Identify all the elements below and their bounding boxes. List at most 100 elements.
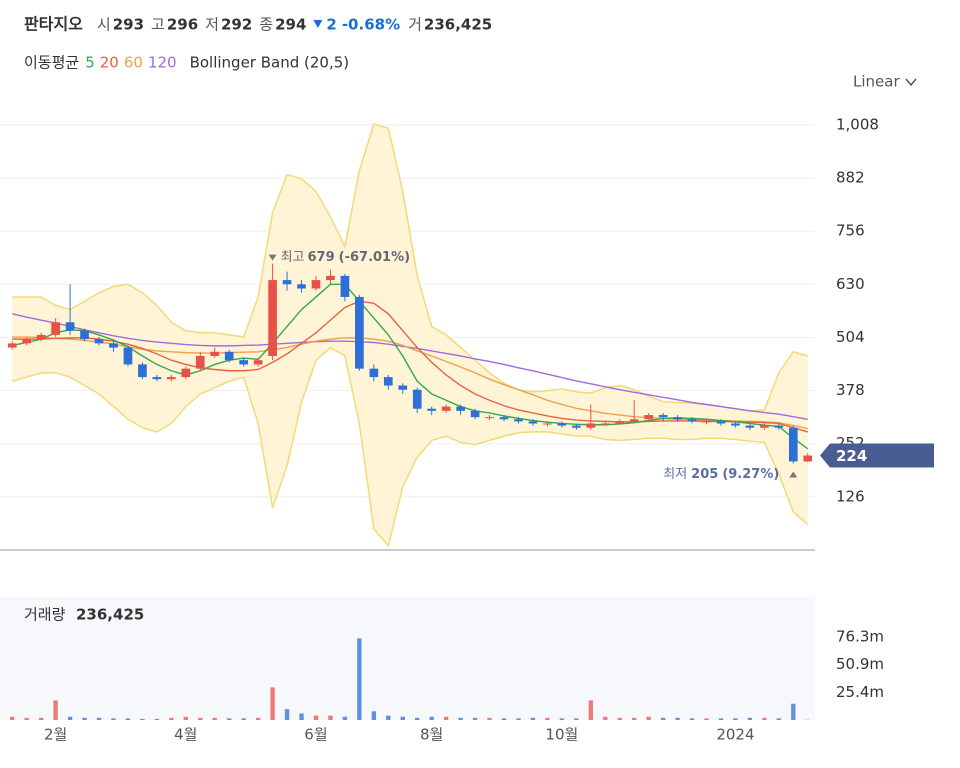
volume-bar	[96, 717, 102, 720]
change: 2	[326, 16, 336, 34]
candle-body	[412, 389, 422, 409]
candle-body	[195, 355, 205, 369]
candle-body	[181, 368, 191, 378]
candle-body	[7, 343, 17, 348]
candle-body	[253, 360, 263, 365]
volume-bar	[675, 717, 680, 720]
candle-body	[123, 347, 133, 365]
low-pct: (9.27%)	[722, 467, 779, 482]
candle-body	[355, 296, 364, 369]
ma-line	[12, 300, 808, 433]
volume-bar	[313, 715, 319, 720]
volume-bar	[559, 718, 565, 720]
legend-entry: 5	[85, 54, 95, 72]
candle-body	[557, 423, 567, 426]
volume-bg	[0, 597, 815, 720]
bollinger-fill	[12, 124, 808, 546]
y-tick-label: 882	[836, 169, 865, 187]
x-tick-label: 2월	[44, 726, 67, 744]
volume-bar	[125, 718, 131, 720]
volume-bar	[415, 717, 420, 720]
quote-value: 296	[167, 16, 198, 34]
candle-body	[297, 284, 306, 289]
candle-body	[268, 280, 277, 356]
volume-bar	[429, 716, 434, 720]
candle-body	[326, 275, 335, 281]
candle-body	[774, 425, 784, 428]
volume-bar	[270, 687, 275, 720]
candle-body	[528, 421, 538, 424]
volume-bar	[183, 716, 188, 720]
volume-bar	[227, 718, 232, 720]
candle-body	[427, 408, 437, 411]
candle-body	[167, 377, 176, 380]
quote-label: 저	[205, 16, 219, 34]
volume-bar	[660, 717, 666, 720]
volume-bar	[53, 700, 58, 720]
candle-body	[65, 322, 75, 331]
legend-entry: 60	[124, 54, 143, 72]
candle-body	[600, 423, 610, 425]
low-label: 최저	[663, 467, 687, 482]
x-tick-label: 10월	[545, 726, 578, 744]
volume-bar	[516, 718, 521, 720]
candle-body	[282, 280, 292, 285]
low-value: 205	[691, 467, 718, 482]
volume-bar	[501, 718, 507, 720]
price-tag-value: 224	[836, 447, 867, 465]
volume-bar	[154, 718, 160, 720]
low-annotation: 최저 205 (9.27%)	[663, 467, 779, 482]
quote-value: 294	[275, 16, 306, 34]
legend-entry: Bollinger Band (20,5)	[190, 54, 350, 72]
volume-bar	[443, 716, 449, 720]
y-tick-label: 378	[836, 381, 865, 399]
volume-bar	[632, 717, 637, 720]
volume-bar	[791, 703, 796, 720]
candle-body	[716, 421, 726, 424]
volume-bar	[545, 717, 550, 720]
candle-body	[629, 419, 639, 422]
quote-value: 293	[113, 16, 144, 34]
volume-bar	[241, 718, 246, 720]
candle-body	[615, 421, 625, 424]
candle-body	[311, 280, 321, 289]
volume-bar	[212, 717, 217, 720]
volume-bar	[762, 717, 767, 720]
candle-body	[760, 425, 769, 428]
volume-bar	[747, 717, 753, 720]
candle-body	[456, 406, 465, 411]
candle-body	[398, 385, 408, 390]
candle-body	[572, 425, 581, 428]
volume-bar	[198, 717, 203, 720]
volume-bar	[140, 718, 145, 720]
candle-body	[138, 364, 147, 378]
price-tag	[820, 443, 934, 468]
candle-body	[644, 415, 653, 420]
scale-mode[interactable]: Linear	[853, 73, 900, 91]
candle-body	[499, 417, 509, 420]
candle-body	[543, 423, 552, 425]
candle-body	[702, 421, 711, 423]
candle-body	[383, 377, 393, 386]
dropdown-caret[interactable]	[905, 78, 917, 87]
candle-body	[586, 423, 596, 428]
bollinger-upper	[12, 123, 808, 412]
volume-bar	[776, 718, 782, 720]
candle-body	[210, 351, 220, 356]
volume-bar	[24, 717, 29, 720]
high-value: 679	[308, 250, 335, 265]
volume-bar	[400, 716, 405, 720]
ma-legend-title: 이동평균	[24, 54, 79, 72]
volume-bar	[386, 715, 391, 720]
volume-bar	[111, 718, 116, 720]
volume-bar	[588, 700, 593, 720]
x-tick-label: 4월	[174, 726, 197, 744]
high-pct: (-67.01%)	[339, 250, 410, 265]
candle-body	[745, 425, 755, 428]
change-pct: -0.68%	[342, 16, 400, 34]
candle-body	[340, 275, 350, 297]
candle-body	[369, 368, 379, 378]
volume-bar	[603, 716, 608, 720]
